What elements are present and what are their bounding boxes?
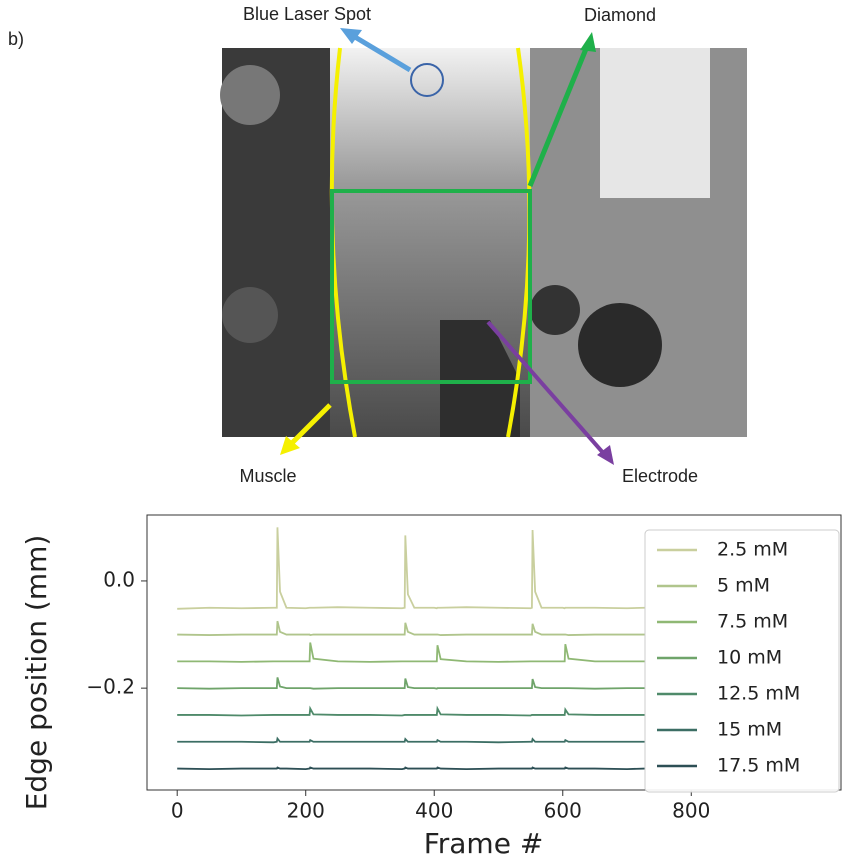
y-tick-label: 0.0 [103, 567, 135, 591]
chart: 0 200 400 600 800 −0.2 0.0 Frame # Edge position… [20, 514, 842, 860]
diamond-label: Diamond [584, 5, 656, 25]
x-axis-label: Frame # [424, 827, 544, 860]
micrograph [220, 28, 747, 465]
legend-label: 7.5 mM [717, 611, 788, 633]
series-line [177, 677, 646, 690]
legend-label: 17.5 mM [717, 755, 800, 777]
y-tick-label: −0.2 [86, 675, 135, 699]
legend-box [644, 529, 840, 793]
series-line [177, 642, 646, 663]
legend-label: 12.5 mM [717, 683, 800, 705]
panel-label: b) [8, 29, 24, 49]
x-tick-label: 200 [287, 799, 325, 823]
x-tick-label: 0 [171, 799, 184, 823]
legend-label: 15 mM [717, 719, 782, 741]
electrode-label: Electrode [622, 466, 698, 486]
x-tick-label: 400 [415, 799, 453, 823]
series-line [177, 527, 646, 610]
series-line [177, 705, 646, 717]
legend-label: 2.5 mM [717, 539, 788, 561]
y-axis-label: Edge position (mm) [20, 535, 53, 811]
plot-frame [146, 514, 842, 791]
x-tick-label: 800 [672, 799, 710, 823]
legend-label: 5 mM [717, 575, 770, 597]
series-line [177, 620, 646, 637]
x-tick-label: 600 [544, 799, 582, 823]
muscle-label: Muscle [239, 466, 296, 486]
series-line [177, 736, 646, 744]
laser-label: Blue Laser Spot [243, 4, 371, 24]
legend-label: 10 mM [717, 647, 782, 669]
series-line [177, 766, 646, 770]
